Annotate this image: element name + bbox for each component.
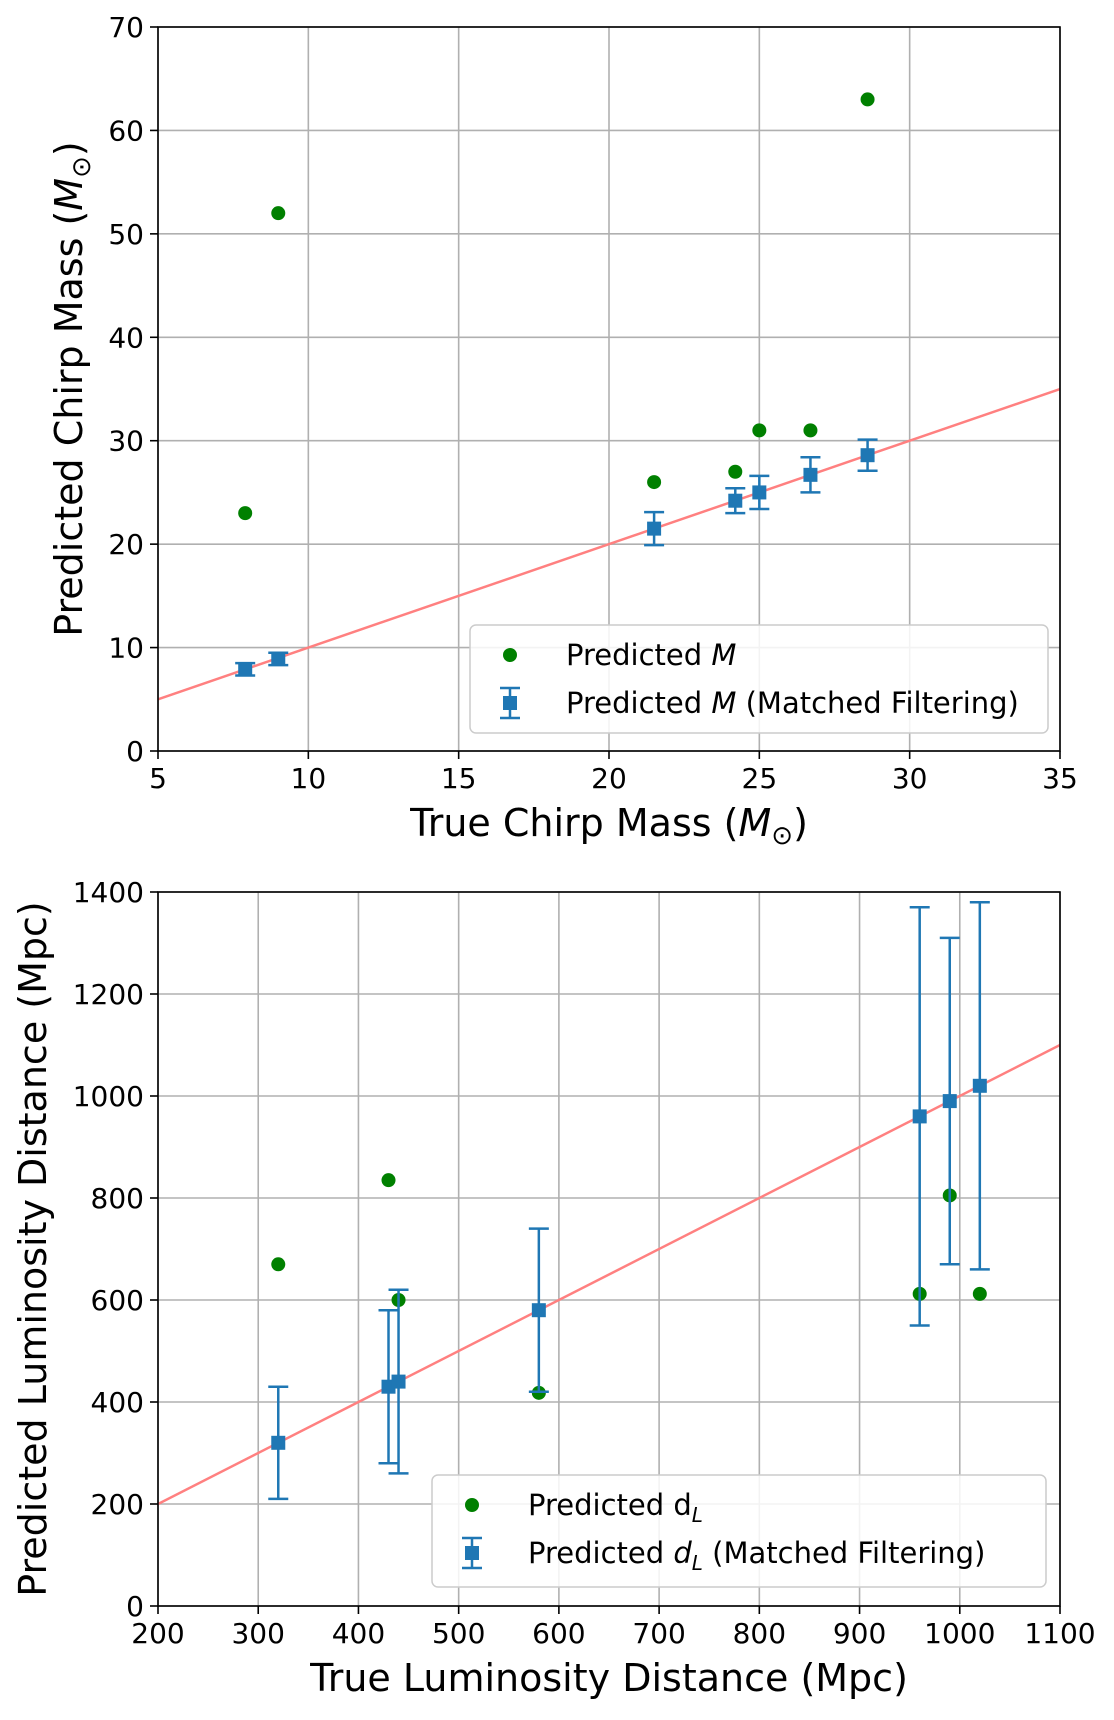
x-tick-label: 300: [231, 1617, 284, 1650]
legend-marker-square: [503, 696, 517, 710]
x-tick-label: 30: [892, 762, 928, 795]
series-predicted: [238, 92, 875, 521]
data-point-square: [728, 493, 743, 508]
x-tick-label: 20: [591, 762, 627, 795]
data-point-circle: [728, 464, 743, 479]
x-axis-label: True Luminosity Distance (Mpc): [309, 1656, 908, 1700]
x-tick-label: 35: [1042, 762, 1078, 795]
y-tick-label: 800: [91, 1182, 144, 1215]
data-point-square: [972, 1078, 987, 1093]
data-point-circle: [647, 475, 662, 490]
legend-label: Predicted dL (Matched Filtering): [528, 1536, 985, 1575]
data-point-square: [912, 1109, 927, 1124]
legend: Predicted dL Predicted dL (Matched Filter…: [431, 1474, 1047, 1588]
y-tick-label: 0: [126, 1590, 144, 1623]
x-axis-label: True Chirp Mass (M⊙): [409, 801, 808, 851]
x-tick-label: 1100: [1024, 1617, 1095, 1650]
data-point-square: [238, 662, 253, 677]
data-point-circle: [972, 1286, 987, 1301]
legend-label: Predicted dL: [528, 1488, 703, 1527]
x-tick-label: 15: [441, 762, 477, 795]
y-axis-label: Predicted Luminosity Distance (Mpc): [11, 901, 55, 1596]
data-point-square: [531, 1303, 546, 1318]
data-point-square: [803, 467, 818, 482]
data-point-square: [391, 1374, 406, 1389]
series-matched-filtering: [235, 438, 878, 677]
reference-line: [158, 387, 1060, 701]
y-tick-label: 400: [91, 1386, 144, 1419]
x-tick-label: 5: [149, 762, 167, 795]
x-tick-label: 200: [131, 1617, 184, 1650]
data-point-circle: [271, 1257, 286, 1272]
x-tick-label: 600: [532, 1617, 585, 1650]
legend-marker-circle: [503, 648, 517, 662]
y-tick-label: 70: [108, 11, 144, 44]
reference-line: [158, 1043, 1060, 1506]
x-tick-label: 400: [332, 1617, 385, 1650]
data-point-square: [271, 1435, 286, 1450]
x-tick-label: 500: [432, 1617, 485, 1650]
y-tick-label: 30: [108, 425, 144, 458]
legend-label: Predicted M: [566, 638, 736, 672]
y-tick-label: 0: [126, 735, 144, 768]
grid: [157, 26, 1061, 752]
data-point-square: [271, 651, 286, 666]
y-tick-label: 200: [91, 1488, 144, 1521]
y-tick-label: 40: [108, 321, 144, 354]
data-point-square: [942, 1094, 957, 1109]
series-matched-filtering: [268, 900, 990, 1501]
data-point-square: [860, 448, 875, 463]
series-predicted: [271, 1173, 987, 1400]
y-axis-label: Predicted Chirp Mass (M⊙): [47, 141, 97, 636]
y-tick-label: 1000: [73, 1080, 144, 1113]
y-tick-label: 600: [91, 1284, 144, 1317]
legend-label: Predicted M (Matched Filtering): [566, 686, 1019, 720]
y-tick-label: 1200: [73, 978, 144, 1011]
legend: Predicted M Predicted M (Matched Filterin…: [469, 624, 1049, 734]
x-tick-label: 1000: [924, 1617, 995, 1650]
x-tick-label: 800: [733, 1617, 786, 1650]
chirp-mass-chart: 5 10 15 20 25 30 35 0 10 20 30 40 50 60 70 True Chirp M…: [47, 11, 1078, 851]
luminosity-distance-chart: 200 300 400 500 600 700 800 900 1000 110002004006…: [11, 876, 1096, 1700]
legend-box: [469, 624, 1049, 734]
axes-frame: [157, 891, 1061, 1607]
x-tick-label: 25: [742, 762, 778, 795]
x-tick-label: 700: [632, 1617, 685, 1650]
legend-box: [431, 1474, 1047, 1588]
y-tick-label: 1400: [73, 876, 144, 909]
data-point-circle: [271, 206, 286, 221]
data-point-square: [752, 485, 767, 500]
data-point-circle: [752, 423, 767, 438]
legend-marker-square: [465, 1546, 479, 1560]
data-point-circle: [381, 1173, 396, 1188]
x-tick-label: 10: [291, 762, 327, 795]
data-point-circle: [803, 423, 818, 438]
data-point-circle: [860, 92, 875, 107]
x-tick-label: 900: [833, 1617, 886, 1650]
y-tick-label: 50: [108, 218, 144, 251]
legend-marker-circle: [465, 1498, 479, 1512]
y-tick-label: 20: [108, 528, 144, 561]
y-tick-label: 10: [108, 632, 144, 665]
data-point-circle: [238, 506, 253, 521]
data-point-square: [647, 521, 662, 536]
y-tick-label: 60: [108, 114, 144, 147]
